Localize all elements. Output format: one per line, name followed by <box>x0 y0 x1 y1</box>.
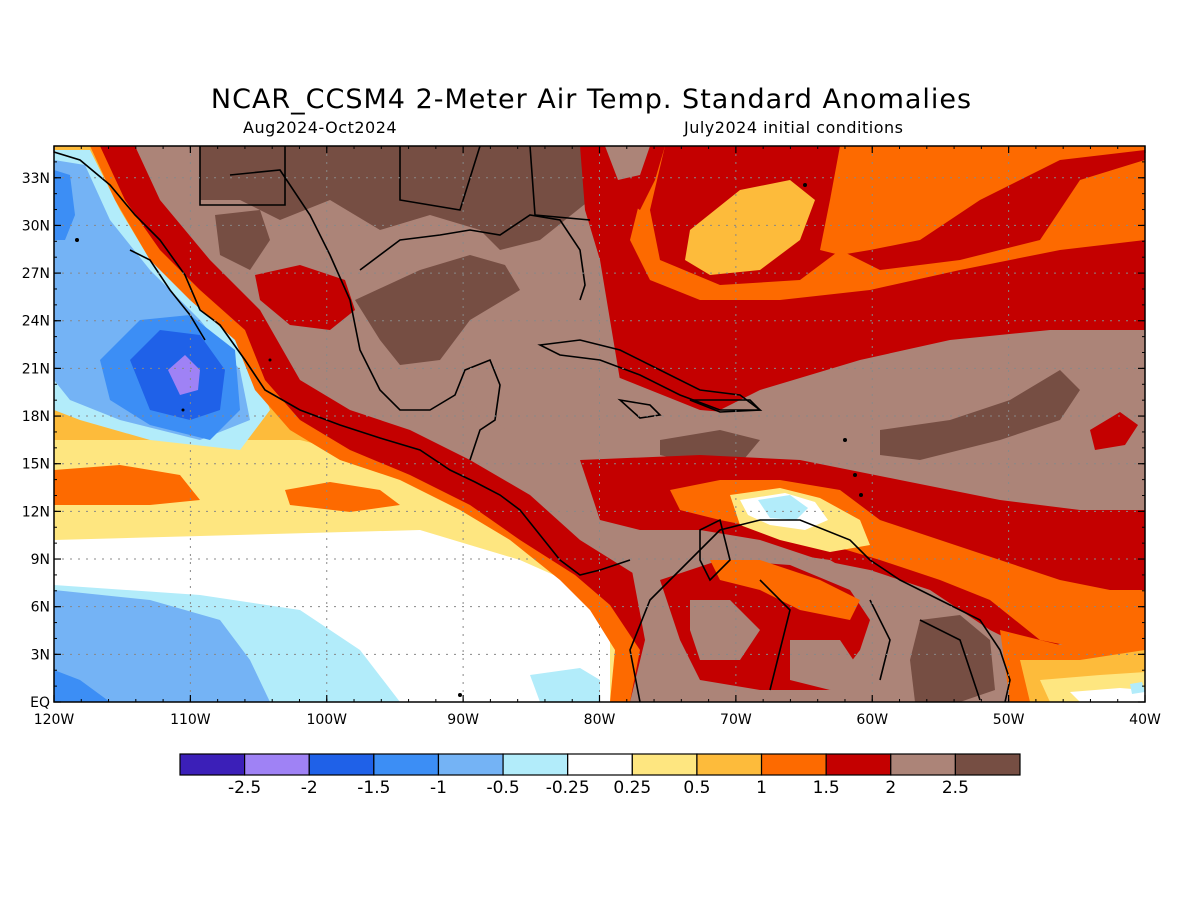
legend-swatch <box>696 753 763 776</box>
coastlines <box>54 146 1011 702</box>
legend-swatch <box>373 753 440 776</box>
legend-swatch <box>890 753 956 776</box>
legend-label: 2.5 <box>942 778 969 798</box>
initial-conditions: July2024 initial conditions <box>684 118 904 137</box>
color-legend: -2.5 -2 -1.5 -1 -0.5 -0.25 0.25 0.5 1 1.5 2 2.5 <box>179 753 1021 798</box>
map-title: NCAR_CCSM4 2-Meter Air Temp. Standard An… <box>210 84 973 115</box>
legend-swatch <box>760 753 827 776</box>
legend-label: -1.5 <box>357 778 390 798</box>
legend-label: -1 <box>430 778 447 798</box>
islands <box>75 183 863 697</box>
lon-label: 100W <box>306 712 347 728</box>
legend-swatch <box>179 753 246 776</box>
legend-swatch <box>502 753 569 776</box>
lat-label: 33N <box>22 171 50 187</box>
legend-label: 0.5 <box>683 778 710 798</box>
lon-label: 120W <box>34 712 75 728</box>
legend-swatch <box>308 753 375 776</box>
lat-label: 21N <box>22 361 50 377</box>
latitude-axis: 33N 30N 27N 24N 21N 18N 15N 12N 9N 6N 3N EQ <box>22 161 1145 711</box>
anomaly-field <box>54 146 1145 702</box>
lon-label: 110W <box>170 712 211 728</box>
legend-label: 0.25 <box>613 778 651 798</box>
lat-label: 9N <box>31 552 50 568</box>
lon-label: 80W <box>584 712 616 728</box>
lat-label: 12N <box>22 504 50 520</box>
lat-label: 15N <box>22 457 50 473</box>
legend-swatch <box>567 753 633 776</box>
lon-label: 50W <box>993 712 1025 728</box>
lat-label: 18N <box>22 409 50 425</box>
legend-label: 2 <box>885 778 896 798</box>
lat-label: EQ <box>30 695 50 711</box>
legend-label: 1.5 <box>813 778 840 798</box>
valid-period: Aug2024-Oct2024 <box>243 118 398 137</box>
legend-swatch <box>825 753 892 776</box>
legend-swatch <box>437 753 504 776</box>
legend-label: -0.5 <box>486 778 519 798</box>
lon-label: 70W <box>720 712 752 728</box>
lon-label: 40W <box>1129 712 1161 728</box>
lat-label: 6N <box>31 600 50 616</box>
longitude-axis: 120W 110W 100W 90W 80W 70W 60W 50W 40W <box>34 146 1161 728</box>
graticule <box>54 146 1145 702</box>
lat-label: 3N <box>31 647 50 663</box>
lat-label: 30N <box>22 218 50 234</box>
lon-label: 60W <box>856 712 888 728</box>
legend-label: 1 <box>756 778 767 798</box>
lon-label: 90W <box>447 712 479 728</box>
lat-label: 27N <box>22 266 50 282</box>
legend-label: -0.25 <box>546 778 590 798</box>
lat-label: 24N <box>22 314 50 330</box>
legend-label: -2 <box>301 778 318 798</box>
legend-label: -2.5 <box>228 778 261 798</box>
legend-swatch <box>244 753 310 776</box>
legend-swatch <box>631 753 698 776</box>
legend-swatch <box>954 753 1021 776</box>
